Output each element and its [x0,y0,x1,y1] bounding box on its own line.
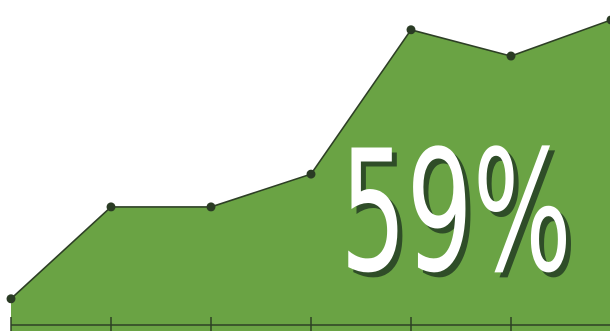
data-point [106,202,116,212]
data-point [6,294,16,304]
data-point [306,169,316,179]
percentage-label-shadow: 59% [345,119,577,315]
data-point [406,25,416,35]
x-axis-ticks [10,317,512,331]
data-points [6,15,610,304]
data-point [206,202,216,212]
percentage-label: 59% [340,114,572,310]
data-point [606,15,610,25]
data-point [506,51,516,61]
